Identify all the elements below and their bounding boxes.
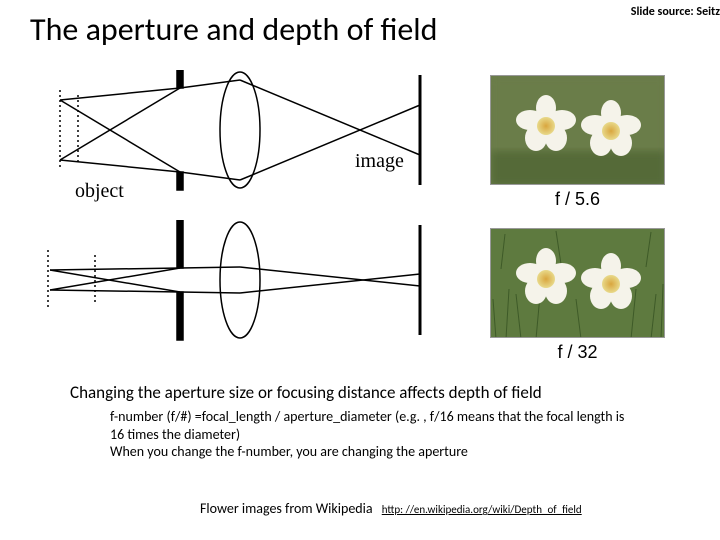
sub-line-1: f-number (f/#) =focal_length / aperture_… — [110, 408, 630, 443]
object-label: object — [75, 180, 124, 203]
credit-text: Flower images from Wikipedia — [200, 500, 373, 517]
image-credit: Flower images from Wikipedia http: //en.… — [200, 500, 582, 517]
slide-title: The aperture and depth of field — [30, 10, 437, 49]
sub-line-2: When you change the f-number, you are ch… — [110, 443, 630, 461]
photo-shallow-dof — [490, 75, 665, 185]
source-credit: Slide source: Seitz — [631, 5, 720, 19]
example-photos: f / 5.6 — [490, 75, 690, 381]
wikipedia-link[interactable]: http: //en.wikipedia.org/wiki/Depth_of_f… — [382, 503, 582, 516]
photo-deep-dof — [490, 228, 665, 338]
body-main-text: Changing the aperture size or focusing d… — [70, 382, 670, 403]
caption-f56: f / 5.6 — [490, 189, 665, 210]
diagram-narrow-aperture — [40, 220, 470, 350]
body-sub-text: f-number (f/#) =focal_length / aperture_… — [110, 408, 630, 461]
image-label: image — [355, 150, 404, 173]
caption-f32: f / 32 — [490, 342, 665, 363]
aperture-diagrams: object image — [40, 70, 470, 360]
